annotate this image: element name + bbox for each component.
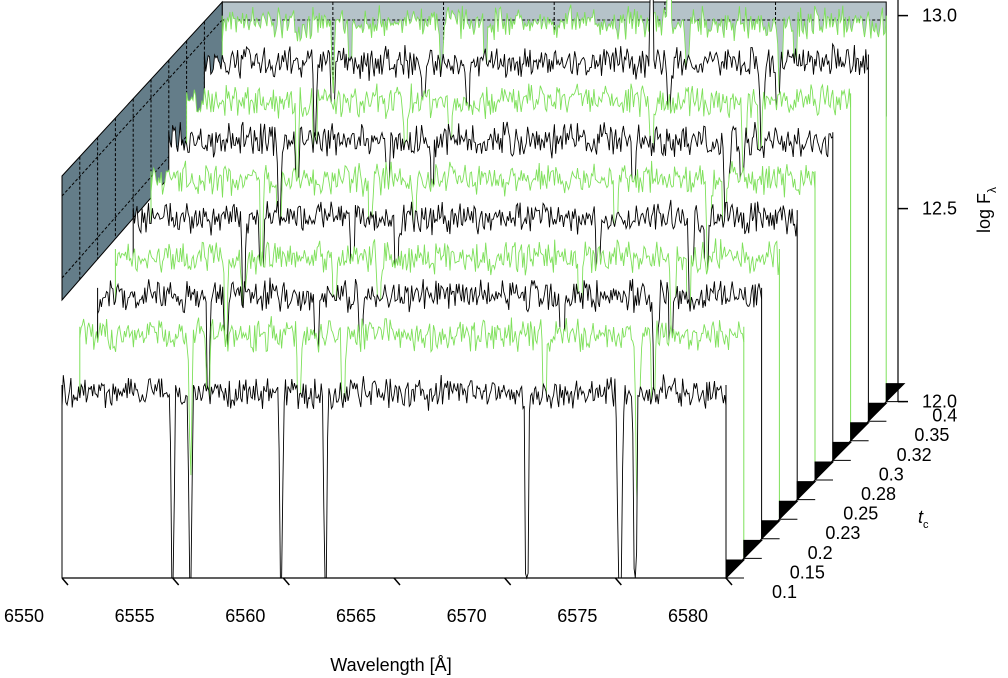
- x-tick-label: 6560: [225, 606, 265, 626]
- y-axis-label-sub: λ: [985, 187, 999, 193]
- y-tick-label: 12.5: [922, 199, 957, 219]
- y-tick-label: 13.0: [922, 6, 957, 26]
- z-tick-marker: [778, 500, 799, 521]
- chart-series: [61, 0, 887, 580]
- z-tick-marker: [761, 520, 781, 541]
- x-axis-label: Wavelength [Å]: [330, 655, 451, 675]
- z-tick-marker: [814, 461, 835, 482]
- y-axis-label-main: log F: [974, 193, 994, 233]
- z-tick-label: 0.4: [932, 406, 957, 426]
- x-tick-label: 6555: [115, 606, 155, 626]
- x-tick: [614, 577, 622, 586]
- z-tick-marker: [850, 422, 870, 443]
- z-tick-marker: [743, 539, 764, 560]
- x-tick-label: 6570: [447, 606, 487, 626]
- chart-labels: Wavelength [Å] log Fλ tc: [330, 187, 999, 675]
- x-tick: [282, 577, 290, 586]
- z-tick-label: 0.35: [914, 425, 949, 445]
- y-axis-label: log Fλ: [974, 187, 999, 233]
- z-tick-label: 0.15: [790, 562, 825, 582]
- series-line-0.15: [79, 316, 745, 520]
- z-tick-label: 0.23: [825, 523, 860, 543]
- chart-axes: 6550 6555 6560 6565 6570 6575 6580 12.0 12.5 13.0…: [4, 0, 957, 626]
- z-tick-marker: [885, 383, 906, 403]
- z-axis-label-main: t: [918, 507, 924, 527]
- y-tick-label: 12.0: [922, 392, 957, 412]
- x-tick-label: 6575: [557, 606, 597, 626]
- z-tick-label: 0.32: [897, 445, 932, 465]
- x-tick-label: 6580: [668, 606, 708, 626]
- series-line-0.4: [221, 0, 887, 116]
- z-tick-marker: [867, 402, 888, 423]
- z-axis-label-sub: c: [923, 519, 929, 531]
- series-fill-0.1: [62, 374, 726, 578]
- z-tick-marker: [796, 481, 817, 501]
- x-tick: [61, 577, 69, 586]
- x-tick-label: 6565: [336, 606, 376, 626]
- z-axis-label: tc: [918, 507, 929, 531]
- x-tick: [504, 577, 512, 586]
- x-tick: [393, 577, 401, 586]
- z-tick-marker: [832, 441, 853, 462]
- x-tick-label: 6550: [4, 606, 44, 626]
- x-tick: [725, 577, 733, 586]
- z-tick-marker: [725, 559, 746, 580]
- z-tick-label: 0.28: [861, 484, 896, 504]
- z-tick-label: 0.25: [843, 504, 878, 524]
- z-tick-label: 0.3: [879, 464, 904, 484]
- x-tick: [172, 577, 180, 586]
- z-tick-label: 0.1: [772, 582, 797, 602]
- z-tick-label: 0.2: [808, 543, 833, 563]
